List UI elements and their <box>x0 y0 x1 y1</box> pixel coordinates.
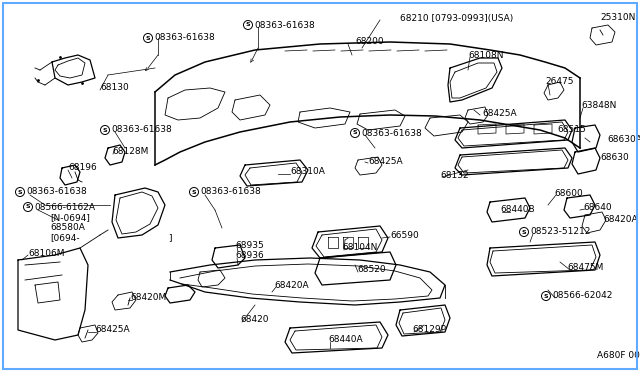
Text: 68129P: 68129P <box>412 326 446 334</box>
Text: 68310A: 68310A <box>290 167 325 176</box>
Text: 08363-61638: 08363-61638 <box>361 128 422 138</box>
Text: S: S <box>246 22 250 28</box>
Text: [0694-: [0694- <box>50 234 79 243</box>
Text: 68440A: 68440A <box>328 336 363 344</box>
Text: 68600: 68600 <box>554 189 583 198</box>
Text: [N-0694]: [N-0694] <box>50 214 90 222</box>
Text: 68420A: 68420A <box>603 215 637 224</box>
Text: 68630: 68630 <box>600 154 628 163</box>
Text: S: S <box>522 230 526 234</box>
Text: 08566-6162A: 08566-6162A <box>34 202 95 212</box>
Text: S: S <box>102 128 108 132</box>
Text: 66590: 66590 <box>390 231 419 240</box>
Text: 68104N: 68104N <box>342 244 378 253</box>
Text: 63848N: 63848N <box>581 100 616 109</box>
Text: 68130: 68130 <box>100 83 129 93</box>
Text: 68200: 68200 <box>355 38 383 46</box>
Text: 08523-51212: 08523-51212 <box>530 228 590 237</box>
Text: 68132: 68132 <box>440 170 468 180</box>
Text: S: S <box>353 131 357 135</box>
Text: 68106M: 68106M <box>28 248 65 257</box>
Text: 68640: 68640 <box>583 202 612 212</box>
Text: 68425A: 68425A <box>482 109 516 118</box>
Text: S: S <box>18 189 22 195</box>
Text: 68520: 68520 <box>357 266 386 275</box>
Text: 26475: 26475 <box>545 77 573 87</box>
Text: S: S <box>544 294 548 298</box>
Text: S: S <box>26 205 30 209</box>
Text: 68440B: 68440B <box>500 205 534 215</box>
Text: 68425A: 68425A <box>368 157 403 167</box>
Text: 68936: 68936 <box>235 251 264 260</box>
Text: 08363-61638: 08363-61638 <box>200 187 260 196</box>
Text: 68515: 68515 <box>557 125 586 135</box>
Text: 68935: 68935 <box>235 241 264 250</box>
Text: ]: ] <box>168 234 172 243</box>
Text: 68108N: 68108N <box>468 51 504 60</box>
Text: 68630A: 68630A <box>607 135 640 144</box>
Text: 68580A: 68580A <box>50 224 85 232</box>
Text: 68128M: 68128M <box>112 148 148 157</box>
Text: 08363-61638: 08363-61638 <box>254 20 315 29</box>
Text: 68210 [0793-0993](USA): 68210 [0793-0993](USA) <box>400 13 513 22</box>
Text: A680F 000: A680F 000 <box>597 350 640 359</box>
Text: 68425A: 68425A <box>95 326 130 334</box>
Text: 08566-62042: 08566-62042 <box>552 292 612 301</box>
Text: S: S <box>192 189 196 195</box>
Text: 68475M: 68475M <box>567 263 604 273</box>
Text: 68420M: 68420M <box>130 294 166 302</box>
Text: S: S <box>146 35 150 41</box>
Text: 68196: 68196 <box>68 164 97 173</box>
Text: 68420: 68420 <box>240 315 269 324</box>
Text: 08363-61638: 08363-61638 <box>111 125 172 135</box>
Text: 68420A: 68420A <box>274 280 308 289</box>
Text: 08363-61638: 08363-61638 <box>154 33 215 42</box>
Text: 08363-61638: 08363-61638 <box>26 187 87 196</box>
Text: 25310N: 25310N <box>600 13 636 22</box>
